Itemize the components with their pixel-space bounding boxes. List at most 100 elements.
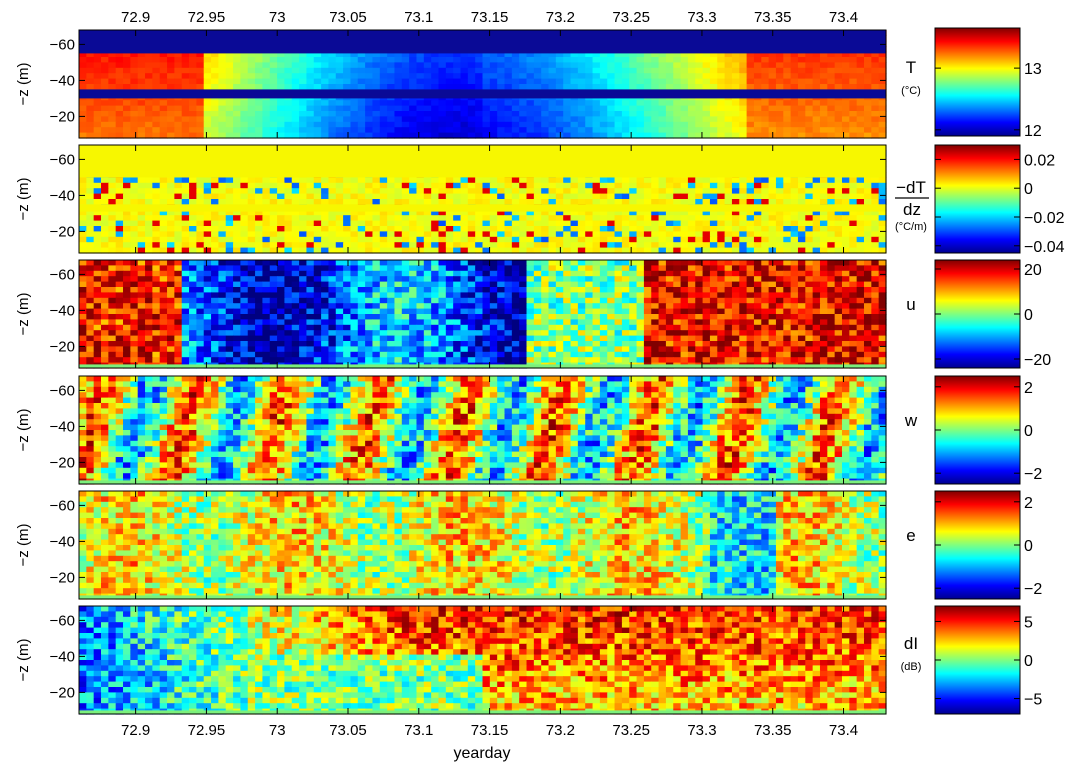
heatmap-cell	[145, 57, 153, 63]
heatmap-cell	[555, 51, 564, 58]
heatmap-cell	[233, 51, 241, 58]
heatmap-cell	[123, 220, 131, 227]
heatmap-cell	[145, 209, 153, 216]
heatmap-cell	[79, 231, 87, 238]
heatmap-cell	[101, 51, 109, 58]
heatmap-cell	[790, 276, 799, 283]
heatmap-cell	[306, 209, 315, 216]
heatmap-cell	[643, 67, 652, 74]
heatmap-cell	[849, 209, 858, 216]
heatmap-cell	[409, 105, 418, 112]
heatmap-cell	[438, 215, 447, 222]
heatmap-cell	[746, 209, 755, 216]
heatmap-cell	[372, 67, 381, 74]
heatmap-cell	[489, 121, 498, 128]
heatmap-cell	[673, 242, 682, 249]
heatmap-cell	[827, 236, 836, 243]
heatmap-cell	[812, 193, 821, 200]
heatmap-cell	[328, 242, 337, 249]
heatmap-cell	[306, 199, 315, 205]
heatmap-cell	[357, 132, 366, 139]
heatmap-cell	[570, 242, 579, 249]
heatmap-cell	[203, 188, 212, 195]
heatmap-cell	[805, 199, 814, 205]
heatmap-cell	[409, 177, 418, 184]
heatmap-cell	[871, 247, 880, 254]
heatmap-cell	[731, 182, 740, 189]
heatmap-cell	[651, 220, 660, 227]
heatmap-cell	[753, 78, 762, 85]
heatmap-cell	[563, 116, 572, 123]
heatmap-cell	[599, 265, 608, 272]
heatmap-cell	[856, 276, 865, 283]
heatmap-cell	[761, 236, 770, 243]
heatmap-cell	[277, 260, 286, 266]
heatmap-cell	[812, 188, 821, 195]
heatmap-cell	[357, 84, 366, 90]
heatmap-cell	[93, 188, 102, 195]
heatmap-cell	[123, 276, 131, 283]
heatmap-cell	[394, 188, 403, 195]
heatmap-cell	[394, 260, 403, 266]
heatmap-cell	[203, 121, 212, 128]
heatmap-cell	[189, 231, 197, 238]
heatmap-cell	[695, 67, 704, 74]
heatmap-cell	[255, 57, 264, 63]
heatmap-cell	[636, 116, 645, 123]
heatmap-cell	[453, 51, 462, 58]
heatmap-cell	[328, 188, 337, 195]
heatmap-cell	[599, 193, 608, 200]
heatmap-cell	[255, 265, 264, 272]
heatmap-cell	[665, 242, 674, 249]
heatmap-cell	[372, 220, 381, 227]
heatmap-cell	[841, 111, 850, 117]
heatmap-cell	[269, 226, 278, 232]
heatmap-cell	[563, 231, 572, 238]
heatmap-cell	[482, 199, 491, 205]
heatmap-cell	[365, 127, 374, 134]
heatmap-cell	[167, 127, 175, 134]
heatmap-cell	[225, 57, 234, 63]
heatmap-cell	[423, 78, 432, 85]
heatmap-cell	[108, 127, 117, 134]
heatmap-cell	[709, 260, 718, 266]
heatmap-cell	[731, 51, 740, 58]
heatmap-cell	[225, 276, 234, 283]
heatmap-cell	[137, 242, 146, 249]
heatmap-cell	[299, 132, 308, 139]
heatmap-cell	[328, 220, 337, 227]
heatmap-cell	[467, 182, 476, 189]
heatmap-cell	[856, 78, 865, 85]
heatmap-cell	[775, 73, 784, 80]
heatmap-cell	[541, 270, 550, 277]
heatmap-cell	[416, 209, 425, 216]
heatmap-cell	[240, 177, 249, 184]
heatmap-cell	[115, 209, 124, 216]
heatmap-cell	[739, 78, 748, 85]
heatmap-cell	[665, 177, 674, 184]
heatmap-cell	[775, 100, 784, 107]
heatmap-cell	[834, 62, 843, 69]
heatmap-cell	[695, 51, 704, 58]
heatmap-cell	[841, 276, 850, 283]
heatmap-cell	[775, 215, 784, 222]
heatmap-cell	[218, 51, 227, 58]
heatmap-cell	[269, 62, 278, 69]
heatmap-cell	[651, 132, 660, 139]
heatmap-cell	[680, 265, 689, 272]
heatmap-cell	[159, 62, 168, 69]
heatmap-cell	[475, 78, 484, 85]
heatmap-cell	[511, 260, 520, 266]
heatmap-cell	[504, 236, 513, 243]
heatmap-cell	[394, 242, 403, 249]
heatmap-cell	[379, 226, 388, 232]
heatmap-cell	[130, 215, 139, 222]
heatmap-cell	[533, 116, 542, 123]
heatmap-cell	[350, 105, 359, 112]
heatmap-cell	[834, 73, 843, 80]
heatmap-cell	[585, 57, 594, 63]
heatmap-cell	[841, 132, 850, 139]
heatmap-cell	[702, 105, 711, 112]
heatmap-cell	[482, 265, 491, 272]
heatmap-cell	[277, 132, 286, 139]
